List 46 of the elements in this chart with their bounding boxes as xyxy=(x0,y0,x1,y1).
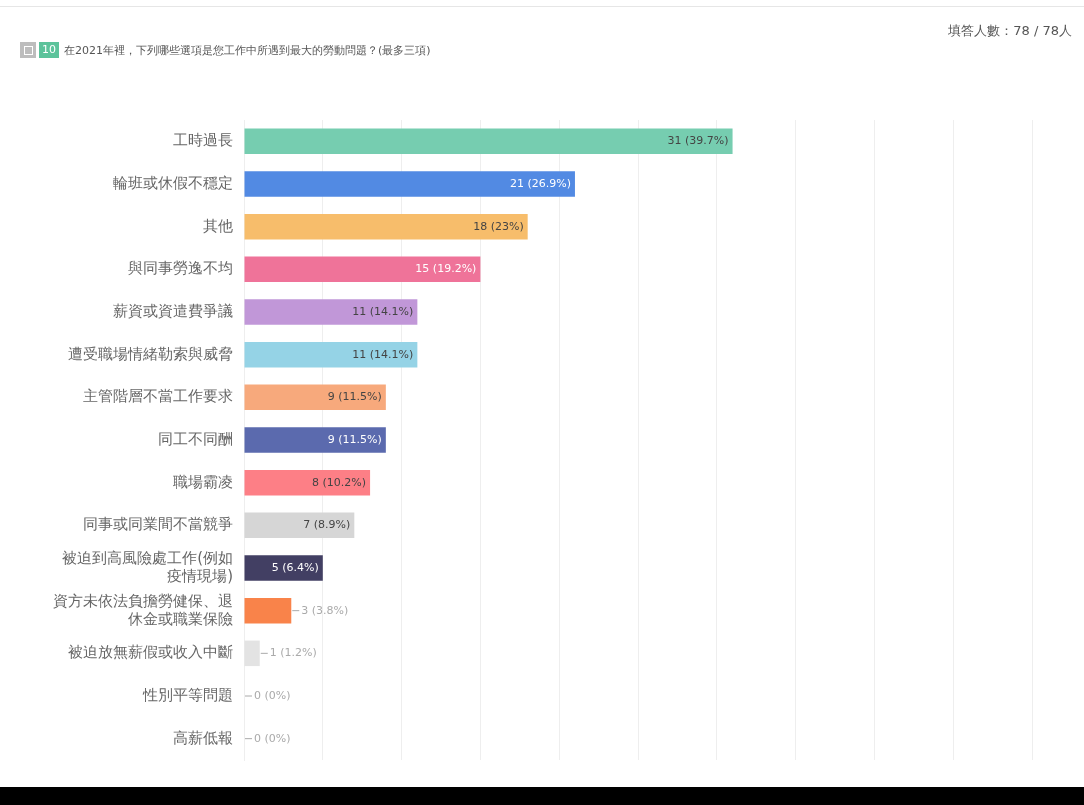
y-tick-label: 同事或同業間不當競爭 xyxy=(83,515,233,534)
bar xyxy=(244,128,733,155)
y-tick-label: 被迫到高風險處工作(例如疫情現場) xyxy=(62,548,233,585)
data-label: 3 (3.8%) xyxy=(301,603,349,617)
y-tick-label: 資方未依法負擔勞健保、退休金或職業保險 xyxy=(53,591,233,628)
data-label: 1 (1.2%) xyxy=(269,646,317,660)
data-label: 31 (39.7%) xyxy=(667,134,729,148)
data-label: 15 (19.2%) xyxy=(415,262,477,276)
text: 填答人數：78 / 78人 xyxy=(948,22,1072,40)
data-label: 11 (14.1%) xyxy=(352,347,414,361)
y-tick-label: 薪資或資遣費爭議 xyxy=(113,301,233,320)
data-label: 0 (0%) xyxy=(254,731,291,745)
bar xyxy=(244,469,371,496)
bar xyxy=(244,384,386,411)
bar xyxy=(244,171,575,197)
bar xyxy=(244,512,355,539)
bar xyxy=(244,597,292,624)
data-label: 11 (14.1%) xyxy=(352,304,414,318)
y-tick-label: 輪班或休假不穩定 xyxy=(113,173,233,192)
data-label: 9 (11.5%) xyxy=(327,432,382,446)
y-tick-label: 其他 xyxy=(203,216,233,235)
y-tick-label: 性別平等問題 xyxy=(142,685,233,704)
data-label: 21 (26.9%) xyxy=(509,176,571,190)
data-label: 18 (23%) xyxy=(473,219,524,233)
y-tick-label: 被迫放無薪假或收入中斷 xyxy=(68,643,233,662)
data-label: 9 (11.5%) xyxy=(327,390,382,404)
text: 10 xyxy=(39,42,59,58)
y-tick-label: 職場霸凌 xyxy=(173,472,233,491)
y-tick-label: 遭受職場情緒勒索與威脅 xyxy=(68,344,233,363)
chart-title: 在2021年裡，下列哪些選項是您工作中所遇到最大的勞動問題？(最多三項) xyxy=(64,42,431,58)
bar xyxy=(244,256,481,283)
bar xyxy=(244,427,386,453)
y-tick-label: 同工不同酬 xyxy=(158,429,233,448)
y-tick-label: 與同事勞逸不均 xyxy=(128,259,233,278)
bar xyxy=(244,555,323,581)
y-tick-label: 高薪低報 xyxy=(173,728,233,747)
data-label: 8 (10.2%) xyxy=(312,475,367,489)
bar xyxy=(244,341,418,368)
data-label: 0 (0%) xyxy=(254,688,291,702)
y-tick-label: 主管階層不當工作要求 xyxy=(83,387,233,406)
data-label: 7 (8.9%) xyxy=(303,518,351,532)
bar xyxy=(244,299,418,325)
y-tick-label: 工時過長 xyxy=(173,131,233,150)
data-label: 5 (6.4%) xyxy=(271,560,319,574)
bar xyxy=(244,640,260,667)
bar xyxy=(244,213,528,240)
